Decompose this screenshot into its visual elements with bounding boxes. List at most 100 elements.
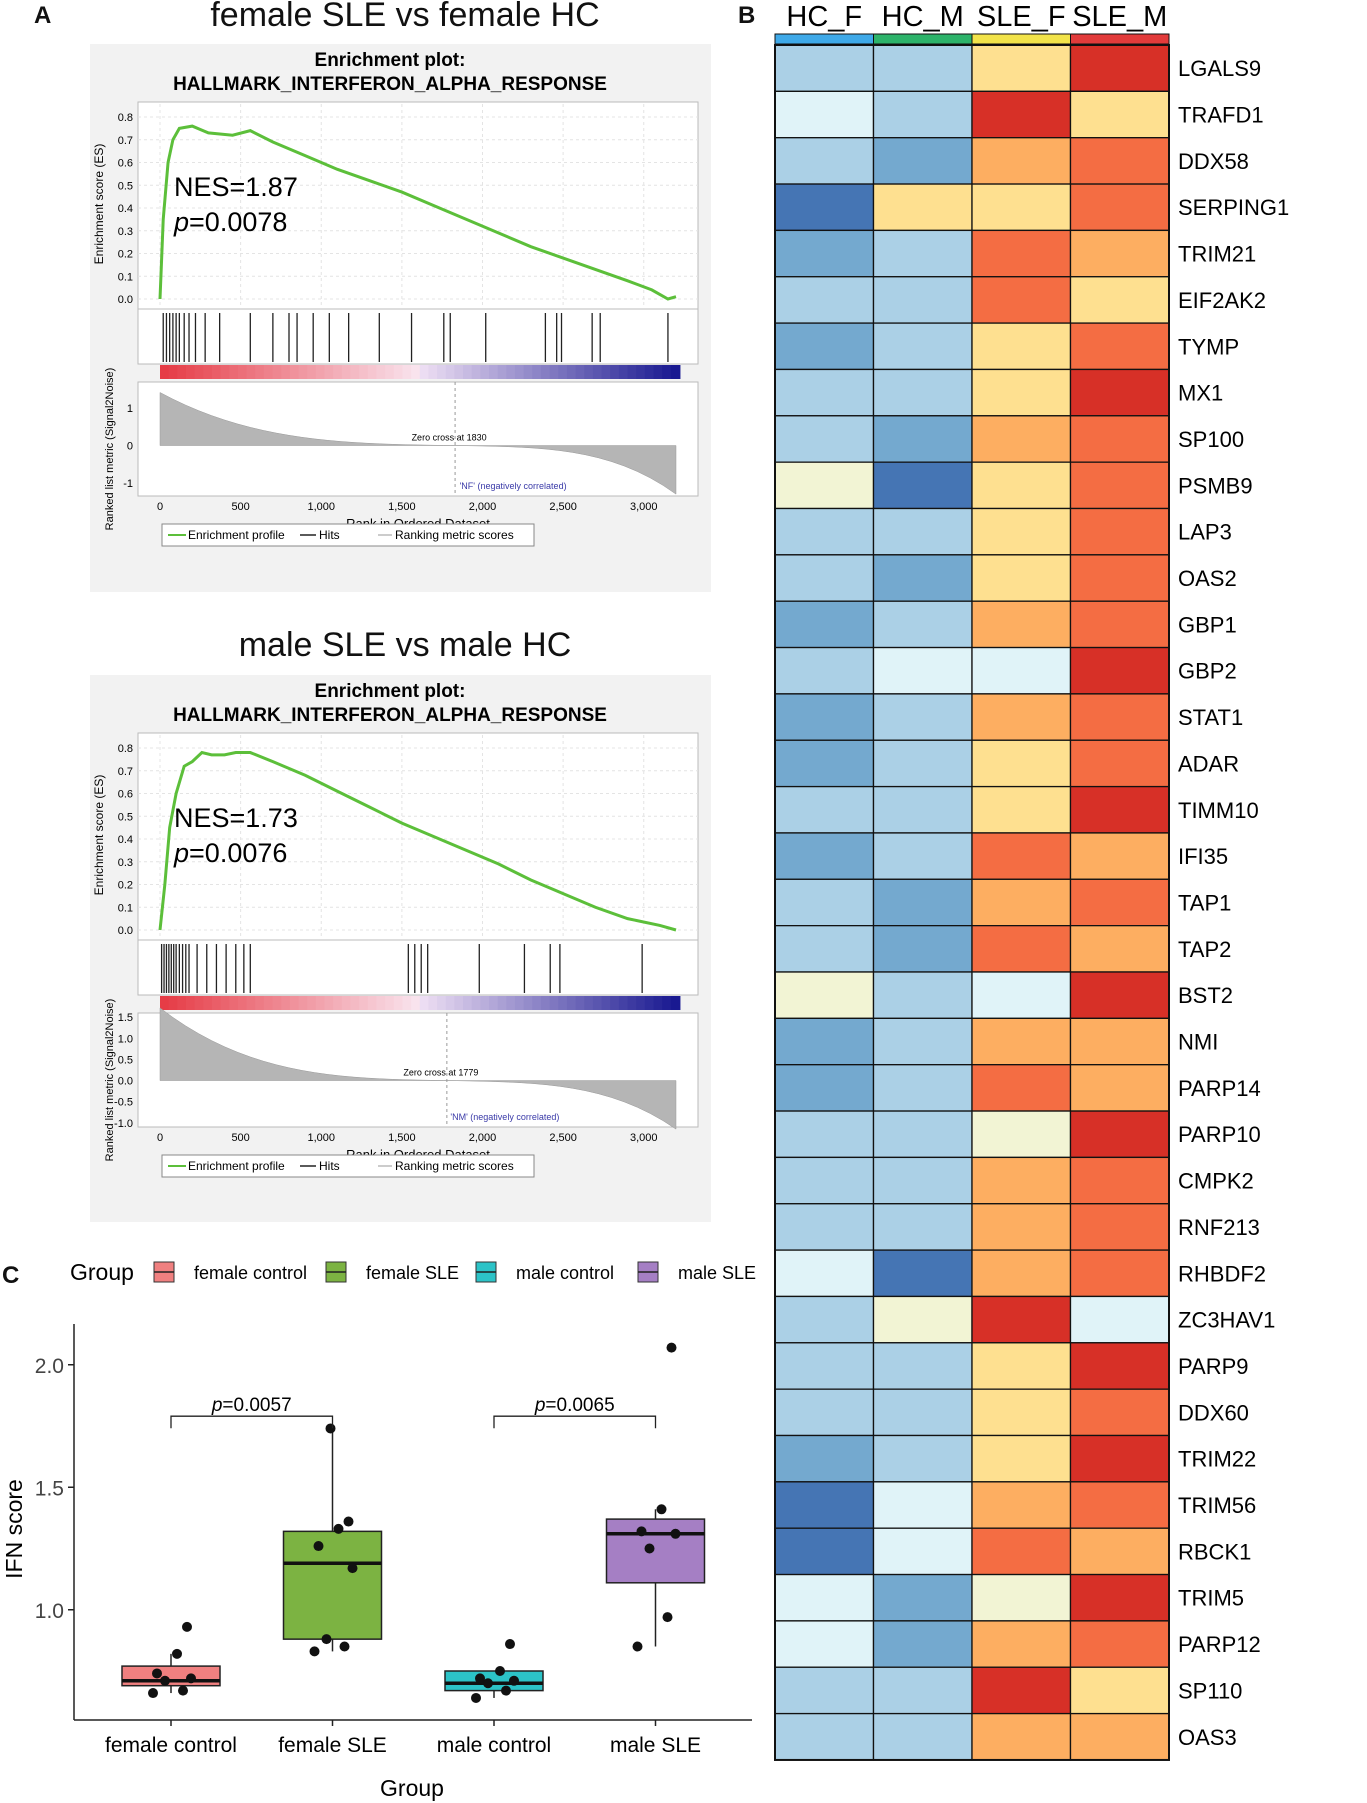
heatmap-cell xyxy=(872,554,973,602)
heatmap-cell xyxy=(872,1064,973,1112)
ranking-color-segment xyxy=(670,996,681,1010)
panel-label-a: A xyxy=(34,2,52,29)
heatmap-cell xyxy=(1069,1434,1170,1483)
x-tick-label: 1,500 xyxy=(388,1132,416,1144)
data-point xyxy=(321,1634,332,1645)
legend-box xyxy=(161,1154,535,1178)
es-tick-label: 0.3 xyxy=(118,857,133,869)
ranking-color-segment xyxy=(627,365,638,379)
legend-title: Group xyxy=(70,1259,134,1285)
heatmap-cell xyxy=(774,1573,875,1622)
heatmap-row-label: OAS2 xyxy=(1178,566,1237,591)
heatmap-row-label: RHBDF2 xyxy=(1178,1261,1266,1286)
gsea-plot-male: Enrichment plot: HALLMARK_INTERFERON_ALPH… xyxy=(90,675,711,1222)
ranking-color-segment xyxy=(281,996,291,1010)
ranking-color-segment xyxy=(618,365,629,379)
es-y-axis-label: Enrichment score (ES) xyxy=(92,144,106,265)
ranking-color-segment xyxy=(411,365,421,379)
heatmap-cell xyxy=(774,90,875,139)
metric-tick-label: 1.0 xyxy=(118,1033,133,1045)
ranking-color-segment xyxy=(532,365,542,379)
heatmap-cell xyxy=(872,322,973,371)
ranking-color-segment xyxy=(367,996,378,1010)
data-point xyxy=(309,1646,320,1657)
heatmap-row-label: NMI xyxy=(1178,1030,1218,1055)
heatmap-cell xyxy=(1069,1017,1170,1066)
data-point xyxy=(662,1612,673,1623)
heatmap-row-label: TRIM5 xyxy=(1178,1586,1244,1611)
heatmap-cell xyxy=(872,1203,973,1251)
ranking-color-segment xyxy=(454,365,464,379)
heatmap-cell xyxy=(971,1712,1072,1761)
heatmap-cell xyxy=(1069,1573,1170,1622)
heatmap-cell xyxy=(872,600,973,649)
heatmap-cell xyxy=(971,276,1072,324)
zero-cross-label: Zero cross at 1779 xyxy=(403,1068,478,1078)
heatmap-cell xyxy=(872,925,973,973)
es-tick-label: 0.2 xyxy=(118,880,133,892)
heatmap-cell xyxy=(971,1388,1072,1437)
heatmap-cell xyxy=(1069,832,1170,880)
heatmap-cell xyxy=(1069,1249,1170,1298)
ranking-color-segment xyxy=(445,996,456,1010)
heatmap-cell xyxy=(774,1620,875,1668)
heatmap-cell xyxy=(774,554,875,602)
heatmap-cell xyxy=(971,44,1072,92)
heatmap-cell xyxy=(872,1527,973,1576)
enrichment-profile-line xyxy=(158,124,677,301)
heatmap-cell xyxy=(971,925,1072,973)
es-tick-label: 0.4 xyxy=(118,203,133,215)
ranking-color-segment xyxy=(194,996,205,1010)
heatmap-row-label: ADAR xyxy=(1178,751,1239,776)
heatmap-cell xyxy=(1069,785,1170,834)
heatmap-row-label: TRIM56 xyxy=(1178,1493,1256,1518)
heatmap-cell xyxy=(971,600,1072,649)
heatmap-column-color-bar xyxy=(873,33,973,45)
ranking-color-segment xyxy=(289,365,300,379)
enrichment-profile-line xyxy=(158,750,677,932)
heatmap-cell xyxy=(872,971,973,1019)
heatmap-cell xyxy=(1069,1342,1170,1390)
heatmap-row-label: CMPK2 xyxy=(1178,1169,1254,1194)
ranking-color-segment xyxy=(463,365,473,379)
x-tick-label: 2,000 xyxy=(469,1132,497,1144)
ranking-color-segment xyxy=(341,996,352,1010)
heatmap-cell xyxy=(774,1295,875,1344)
heatmap-cell xyxy=(971,739,1072,788)
heatmap-cell xyxy=(971,1527,1072,1576)
panel-label-c: C xyxy=(2,1262,20,1289)
hits-panel-frame xyxy=(137,939,699,996)
heatmap-row-label: RNF213 xyxy=(1178,1215,1260,1240)
ranking-color-segment xyxy=(263,996,274,1010)
heatmap-column-color-bar xyxy=(1070,33,1170,45)
heatmap-column-label: HC_F xyxy=(786,1,862,33)
heatmap-cell xyxy=(774,322,875,371)
p-italic: p xyxy=(173,838,189,868)
heatmap-cell xyxy=(872,1295,973,1344)
heatmap-row-label: TAP1 xyxy=(1178,890,1231,915)
x-tick-label: 3,000 xyxy=(630,1132,658,1144)
es-tick-label: 0.1 xyxy=(118,902,133,914)
heatmap-cell xyxy=(872,1110,973,1159)
nes-value: NES=1.73 xyxy=(174,803,298,833)
heatmap-cell xyxy=(1069,1666,1170,1715)
legend-label: male control xyxy=(516,1263,614,1283)
x-tick-label: 1,000 xyxy=(307,1132,335,1144)
heatmap-row-label: BST2 xyxy=(1178,983,1233,1008)
heatmap-cell xyxy=(774,415,875,463)
ranking-color-segment xyxy=(298,365,309,379)
heatmap-cell xyxy=(1069,739,1170,788)
box-body xyxy=(282,1530,383,1640)
ranking-color-segment xyxy=(385,365,395,379)
y-tick-label: 2.0 xyxy=(35,1355,64,1378)
heatmap-row-label: TYMP xyxy=(1178,334,1239,359)
data-point xyxy=(148,1688,158,1699)
ranking-color-segment xyxy=(454,996,464,1010)
ranking-color-segment xyxy=(662,996,672,1010)
es-tick-label: 0.8 xyxy=(118,743,133,755)
heatmap-cell xyxy=(872,1712,973,1761)
box-body xyxy=(605,1518,706,1584)
ranking-color-segment xyxy=(402,365,413,379)
heatmap-cell xyxy=(872,44,973,92)
ranking-color-segment xyxy=(670,365,681,379)
